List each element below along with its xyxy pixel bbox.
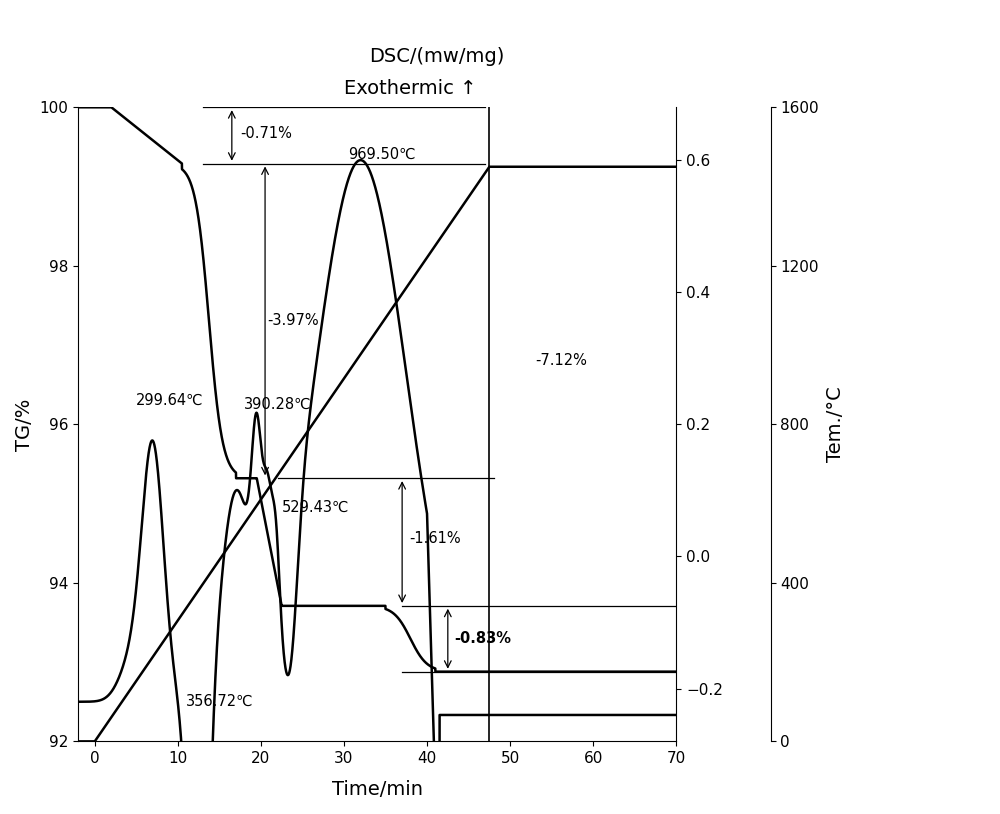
Text: 390.28℃: 390.28℃ — [244, 396, 312, 412]
Text: -0.83%: -0.83% — [454, 631, 511, 646]
Text: 356.72℃: 356.72℃ — [186, 694, 254, 709]
Text: 299.64℃: 299.64℃ — [136, 392, 204, 408]
Text: -3.97%: -3.97% — [268, 313, 319, 328]
Text: -0.71%: -0.71% — [240, 125, 292, 141]
Text: DSC/(mw/mg): DSC/(mw/mg) — [369, 47, 505, 66]
X-axis label: Time/min: Time/min — [332, 780, 423, 799]
Text: -1.61%: -1.61% — [409, 531, 460, 545]
Y-axis label: TG/%: TG/% — [15, 398, 34, 450]
Text: 529.43℃: 529.43℃ — [282, 500, 349, 514]
Y-axis label: Tem./°C: Tem./°C — [826, 387, 845, 462]
Text: 969.50℃: 969.50℃ — [348, 147, 416, 162]
Text: -7.12%: -7.12% — [535, 353, 587, 369]
Text: Exothermic ↑: Exothermic ↑ — [344, 79, 476, 98]
